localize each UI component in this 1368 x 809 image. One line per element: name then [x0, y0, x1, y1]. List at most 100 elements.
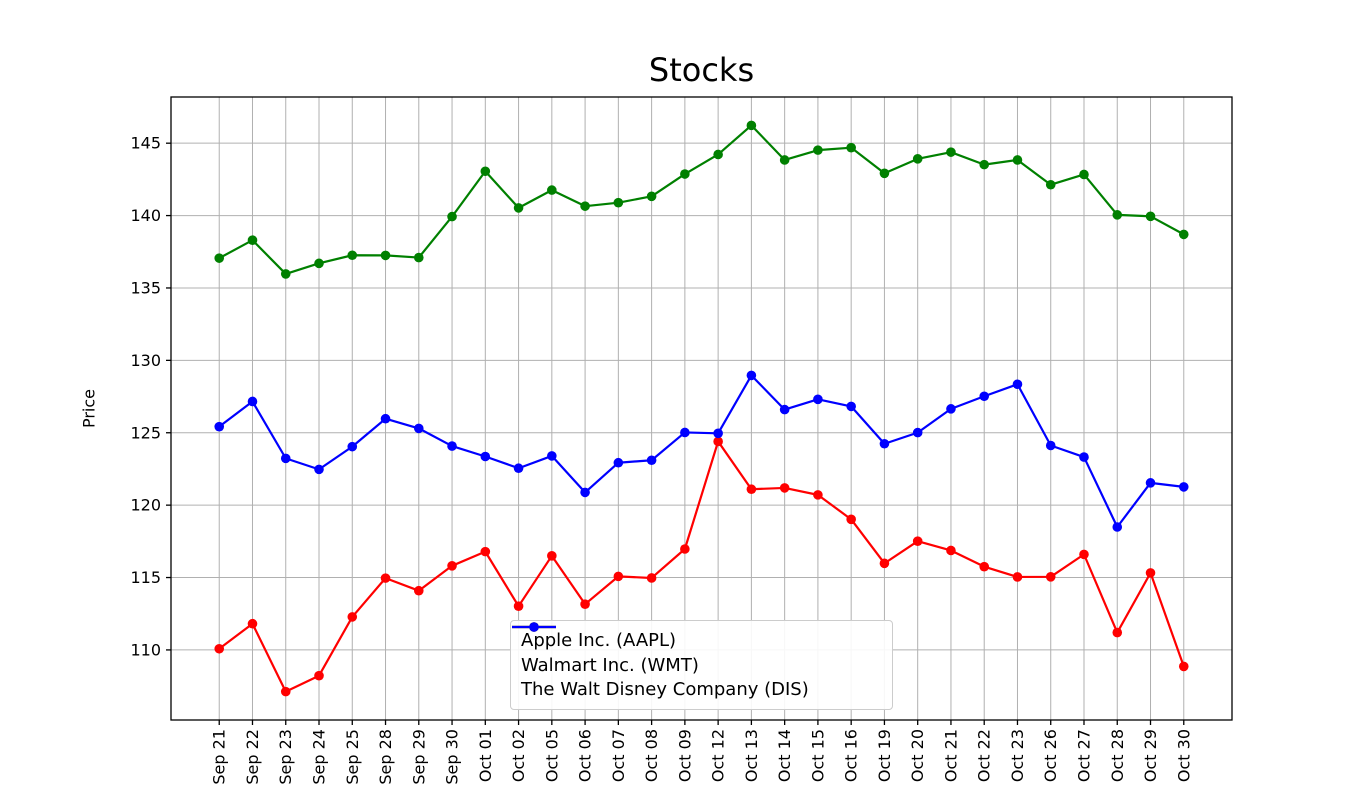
- legend-label-aapl: Apple Inc. (AAPL): [521, 629, 677, 651]
- data-point: [480, 166, 491, 177]
- data-point: [547, 185, 557, 195]
- y-tick-label: 140: [130, 206, 161, 225]
- series-wmt: [214, 120, 1189, 279]
- data-point: [979, 159, 990, 170]
- data-point: [280, 686, 291, 697]
- data-point: [214, 643, 225, 654]
- data-point: [314, 464, 324, 475]
- data-point: [247, 618, 258, 629]
- legend-item-aapl: Apple Inc. (AAPL): [512, 622, 882, 653]
- data-point: [280, 269, 291, 279]
- data-point: [314, 670, 324, 681]
- data-point: [813, 145, 823, 155]
- data-point: [214, 253, 225, 263]
- data-point: [1178, 229, 1189, 240]
- x-tick-label: Oct 05: [542, 729, 561, 782]
- data-point: [1079, 549, 1089, 560]
- data-point: [1045, 179, 1056, 190]
- data-point: [879, 558, 890, 569]
- data-point: [1112, 522, 1123, 532]
- y-tick-label: 135: [130, 278, 161, 297]
- data-point: [713, 149, 723, 160]
- series-dis: [214, 370, 1189, 532]
- data-point: [347, 612, 358, 622]
- data-point: [347, 441, 358, 452]
- x-tick-label: Oct 28: [1108, 729, 1127, 782]
- x-tick-label: Sep 23: [276, 729, 295, 785]
- data-point: [979, 391, 990, 402]
- x-tick-label: Oct 26: [1041, 729, 1060, 782]
- data-point: [779, 483, 790, 493]
- data-point: [1012, 572, 1023, 582]
- data-point: [646, 455, 657, 466]
- x-tick-label: Oct 12: [709, 729, 728, 782]
- x-tick-label: Oct 09: [675, 729, 694, 782]
- data-point: [1145, 478, 1156, 488]
- legend-label-wmt: Walmart Inc. (WMT): [521, 654, 699, 676]
- data-point: [1079, 169, 1089, 180]
- data-point: [280, 453, 291, 464]
- data-point: [1079, 452, 1089, 462]
- x-tick-label: Oct 19: [875, 729, 894, 782]
- x-tick-labels: Sep 21 Sep 22 Sep 23 Sep 24 Sep 25 Sep 28 Sep …: [210, 729, 1194, 785]
- data-point: [1145, 211, 1156, 222]
- tick-marks: [166, 142, 1185, 725]
- gridlines: [171, 97, 1232, 720]
- data-point: [946, 545, 956, 556]
- data-point: [613, 197, 624, 208]
- data-point: [946, 404, 956, 414]
- data-point: [1178, 482, 1189, 492]
- data-point: [380, 573, 391, 583]
- data-point: [513, 463, 524, 474]
- data-point: [413, 585, 424, 596]
- plot-frame: [170, 96, 1233, 721]
- x-tick-label: Sep 22: [243, 729, 262, 785]
- x-tick-label: Sep 25: [343, 729, 362, 785]
- data-point: [713, 428, 723, 439]
- data-point: [447, 441, 457, 451]
- x-tick-label: Oct 30: [1174, 729, 1193, 782]
- data-point: [580, 487, 590, 498]
- legend-label-dis: The Walt Disney Company (DIS): [521, 679, 809, 701]
- data-point: [1112, 627, 1123, 638]
- y-tick-label: 130: [130, 351, 161, 370]
- data-point: [779, 155, 790, 165]
- data-point: [513, 601, 524, 612]
- data-point: [247, 396, 258, 407]
- data-point: [580, 599, 590, 609]
- data-point: [480, 451, 491, 462]
- data-point: [580, 201, 590, 211]
- data-point: [613, 457, 624, 468]
- data-point: [247, 235, 258, 245]
- y-tick-labels: 110 115 120 125 130 135 140 145: [130, 134, 161, 660]
- data-point: [1045, 572, 1056, 582]
- data-point: [879, 168, 890, 179]
- data-point: [746, 120, 757, 131]
- data-point: [680, 427, 690, 438]
- x-tick-label: Sep 28: [376, 729, 395, 785]
- x-tick-label: Oct 16: [842, 729, 861, 782]
- y-tick-label: 120: [130, 496, 161, 515]
- x-tick-label: Sep 24: [310, 729, 329, 785]
- data-point: [1112, 210, 1123, 220]
- x-tick-label: Sep 30: [443, 729, 462, 785]
- data-point: [912, 536, 923, 546]
- data-point: [380, 250, 391, 261]
- data-point: [1145, 568, 1156, 578]
- data-point: [413, 252, 424, 263]
- data-point: [480, 546, 491, 557]
- series-aapl: [214, 436, 1189, 697]
- data-point: [646, 191, 657, 202]
- data-point: [447, 211, 457, 222]
- x-tick-label: Oct 01: [476, 729, 495, 782]
- x-tick-label: Oct 23: [1008, 729, 1027, 782]
- legend-item-dis: The Walt Disney Company (DIS): [512, 622, 882, 702]
- data-point: [846, 142, 856, 153]
- data-point: [314, 258, 324, 269]
- chart-title: Stocks: [648, 51, 755, 89]
- data-point: [646, 573, 657, 583]
- x-tick-label: Oct 07: [609, 729, 628, 782]
- x-tick-label: Sep 21: [210, 729, 229, 785]
- legend: Apple Inc. (AAPL) Walmart Inc. (WMT) The…: [510, 620, 893, 710]
